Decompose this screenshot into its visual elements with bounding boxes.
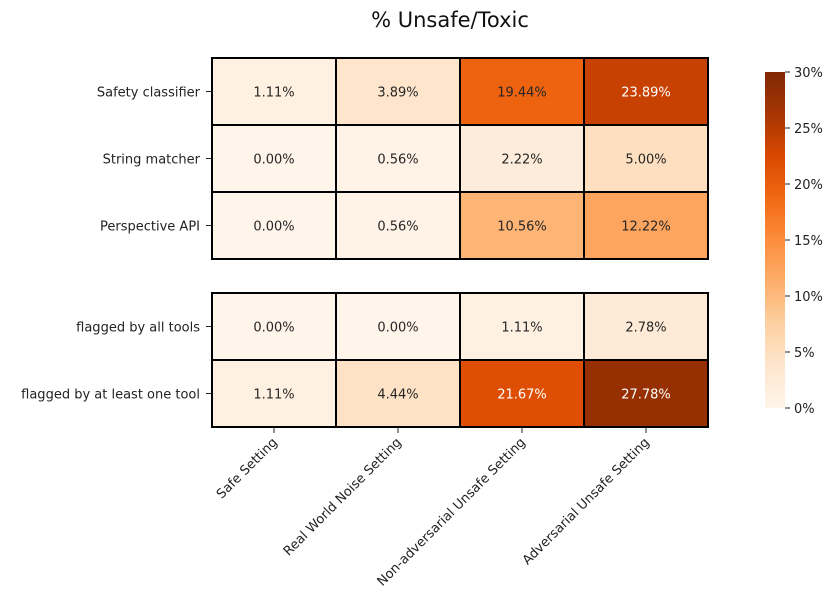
row-label: Perspective API — [100, 220, 200, 235]
heatmap-cell — [335, 292, 461, 361]
heatmap-cell — [583, 191, 709, 260]
cell-value-label: 3.89% — [377, 86, 418, 101]
cell-value-label: 0.00% — [377, 321, 418, 336]
cell-value-label: 1.11% — [501, 321, 542, 336]
column-label: Non-adversarial Unsafe Setting — [375, 435, 529, 589]
cell-value-label: 0.00% — [253, 220, 294, 235]
row-label: String matcher — [103, 153, 201, 168]
cell-value-label: 0.56% — [377, 220, 418, 235]
cell-value-label: 1.11% — [253, 86, 294, 101]
cell-value-label: 0.56% — [377, 153, 418, 168]
row-label: flagged by all tools — [76, 321, 200, 336]
cell-value-label: 2.78% — [625, 321, 666, 336]
heatmap-cell — [459, 359, 585, 428]
heatmap-cell — [335, 359, 461, 428]
cell-value-label: 0.00% — [253, 153, 294, 168]
cell-value-label: 19.44% — [497, 86, 547, 101]
column-labels: Safe Setting Real World Noise SettingNon-… — [214, 427, 653, 589]
column-label: Adversarial Unsafe Setting — [520, 435, 653, 568]
cell-value-label: 10.56% — [497, 220, 547, 235]
cell-value-label: 12.22% — [621, 220, 671, 235]
row-labels: Safety classifier String matcher Perspecti… — [21, 86, 212, 403]
cell-value-label: 21.67% — [497, 388, 547, 403]
cell-value-label: 4.44% — [377, 388, 418, 403]
cell-value-label: 2.22% — [501, 153, 542, 168]
heatmap-cell — [583, 359, 709, 428]
colorbar-tick-label: 15% — [794, 234, 823, 249]
heatmap-cell — [335, 191, 461, 260]
colorbar-tick-label: 10% — [794, 290, 823, 305]
heatmap-cell — [583, 292, 709, 361]
row-label: flagged by at least one tool — [21, 388, 200, 403]
colorbar-tick-label: 5% — [794, 346, 815, 361]
colorbar-tick-label: 30% — [794, 66, 823, 81]
heatmap-cells: 1.11% 3.89% 19.44% 23.89% 0.00% 0.56% 2.22% 5.0… — [211, 57, 709, 428]
cell-value-label: 27.78% — [621, 388, 671, 403]
heatmap-cell — [583, 124, 709, 193]
colorbar-tick-label: 20% — [794, 178, 823, 193]
cell-value-label: 1.11% — [253, 388, 294, 403]
cell-value-label: 5.00% — [625, 153, 666, 168]
chart-title: % Unsafe/Toxic — [371, 8, 529, 32]
colorbar: 0% 5% 10% 15% 20% 25% 30% — [765, 66, 823, 417]
heatmap-cell — [335, 57, 461, 126]
row-label: Safety classifier — [97, 86, 201, 101]
colorbar-tick-label: 25% — [794, 122, 823, 137]
cell-value-label: 0.00% — [253, 321, 294, 336]
colorbar-tick-label: 0% — [794, 402, 815, 417]
heatmap-cell — [211, 57, 337, 126]
heatmap-cell — [583, 57, 709, 126]
column-label: Real World Noise Setting — [281, 435, 405, 559]
cell-value-label: 23.89% — [621, 86, 671, 101]
colorbar-gradient — [765, 72, 785, 408]
column-label: Safe Setting — [214, 435, 281, 502]
heatmap-cell — [335, 124, 461, 193]
colorbar-ticks: 0% 5% 10% 15% 20% 25% 30% — [785, 66, 823, 417]
